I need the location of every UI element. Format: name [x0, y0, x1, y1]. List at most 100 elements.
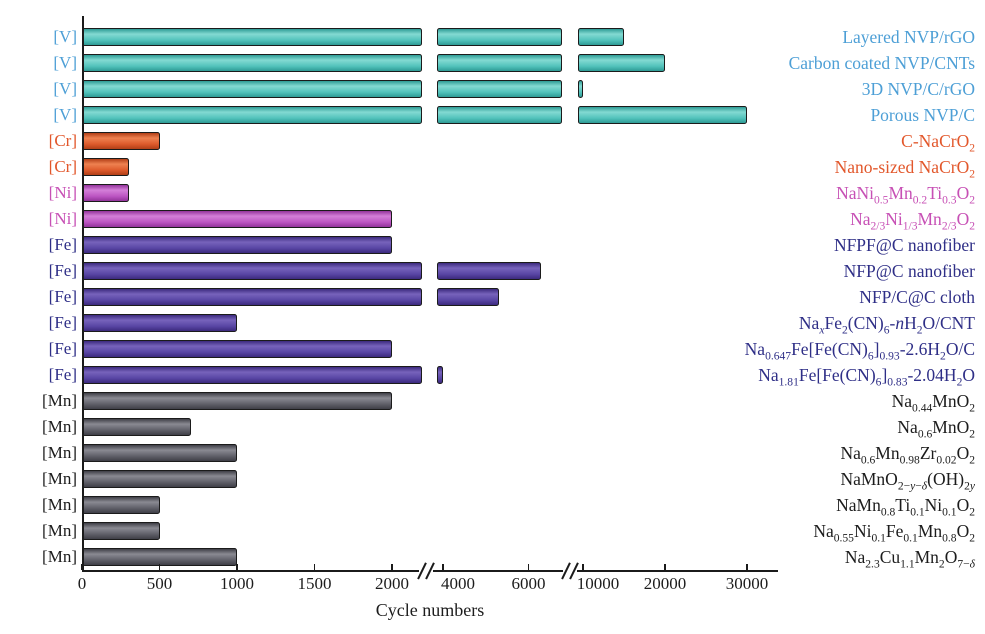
bar-segment [437, 262, 542, 280]
bar-segment [82, 340, 392, 358]
bar-segment [437, 54, 562, 72]
axis-tick [313, 564, 316, 570]
axis-tick [158, 564, 161, 570]
bar-segment [82, 314, 237, 332]
group-label: [Ni] [48, 183, 77, 202]
material-label: Layered NVP/rGO [842, 27, 975, 47]
tick-label: 20000 [643, 574, 687, 593]
material-label: NaxFe2(CN)6-nH2O/CNT [798, 313, 975, 337]
chart-row: [Mn] Na0.6Mn0.98Zr0.02O2 [0, 440, 985, 466]
axis-break-gap [563, 568, 577, 575]
group-label: [Mn] [42, 495, 77, 514]
material-label: Na0.55Ni0.1Fe0.1Mn0.8O2 [813, 521, 975, 545]
axis-break-mark [561, 562, 580, 580]
bar-segment [437, 80, 562, 98]
axis-tick [664, 564, 666, 570]
material-label: Na0.6Mn0.98Zr0.02O2 [840, 443, 975, 467]
tick-label: 1000 [220, 574, 254, 593]
bar-segment [82, 470, 237, 488]
group-label: [Mn] [42, 469, 77, 488]
group-label: [V] [53, 27, 77, 46]
tick-label: 4000 [441, 574, 475, 593]
chart-row: [Mn] NaMnO2−y−δ(OH)2y [0, 466, 985, 492]
group-label: [V] [53, 53, 77, 72]
material-label: Na0.6MnO2 [897, 417, 975, 441]
axis-tick [527, 564, 530, 570]
axis-tick [391, 564, 393, 570]
chart-row: [Mn] Na0.6MnO2 [0, 414, 985, 440]
material-label: C-NaCrO2 [901, 131, 975, 155]
axis-tick [582, 564, 584, 570]
group-label: [Fe] [48, 365, 77, 384]
chart-row: [Mn] Na0.44MnO2 [0, 388, 985, 414]
material-label: Nano-sized NaCrO2 [834, 157, 975, 181]
bar-segment [82, 522, 160, 540]
group-label: [Fe] [48, 339, 77, 358]
bar-segment [437, 366, 443, 384]
bar-segment [82, 80, 422, 98]
bar-segment [437, 28, 562, 46]
bar-segment [437, 106, 562, 124]
chart-row: [Mn] Na2.3Cu1.1Mn2O7−δ [0, 544, 985, 570]
chart-row: [V] 3D NVP/C/rGO [0, 76, 985, 102]
material-label: NaNi0.5Mn0.2Ti0.3O2 [836, 183, 975, 207]
material-label: NFP/C@C cloth [859, 287, 975, 307]
bar-segment [82, 106, 422, 124]
bar-segment [82, 132, 160, 150]
chart-row: [Cr] Nano-sized NaCrO2 [0, 154, 985, 180]
bar-segment [578, 28, 624, 46]
chart-row: [Fe] Na0.647Fe[Fe(CN)6]0.93-2.6H2O/C [0, 336, 985, 362]
tick-label: 6000 [511, 574, 546, 593]
bar-segment [82, 444, 237, 462]
bar-segment [82, 158, 129, 176]
tick-label: 30000 [725, 574, 769, 593]
chart-row: [Fe] NaxFe2(CN)6-nH2O/CNT [0, 310, 985, 336]
chart-row: [Mn] Na0.55Ni0.1Fe0.1Mn0.8O2 [0, 518, 985, 544]
group-label: [Mn] [42, 417, 77, 436]
bar-segment [82, 262, 422, 280]
chart-row: [Ni] NaNi0.5Mn0.2Ti0.3O2 [0, 180, 985, 206]
axis-break-gap [419, 568, 433, 575]
bar-segment [82, 210, 392, 228]
axis-tick [746, 564, 748, 570]
group-label: [Mn] [42, 443, 77, 462]
chart-row: [Fe] NFP@C nanofiber [0, 258, 985, 284]
material-label: NaMn0.8Ti0.1Ni0.1O2 [836, 495, 975, 519]
chart-row: [V] Porous NVP/C [0, 102, 985, 128]
chart-row: [Fe] Na1.81Fe[Fe(CN)6]0.83-2.04H2O [0, 362, 985, 388]
material-label: 3D NVP/C/rGO [861, 79, 975, 99]
bar-segment [578, 106, 747, 124]
material-label: Na0.44MnO2 [891, 391, 975, 415]
bar-segment [437, 288, 499, 306]
material-label: Na2.3Cu1.1Mn2O7−δ [844, 547, 975, 571]
tick-label: 0 [77, 574, 87, 593]
material-label: Porous NVP/C [870, 105, 975, 125]
y-axis-line [82, 16, 84, 571]
material-label: NFP@C nanofiber [843, 261, 975, 281]
axis-tick [236, 564, 238, 570]
group-label: [Fe] [48, 287, 77, 306]
chart-row: [Ni] Na2/3Ni1/3Mn2/3O2 [0, 206, 985, 232]
tick-label: 10000 [576, 574, 620, 593]
group-label: [Fe] [48, 261, 77, 280]
bar-segment [82, 28, 422, 46]
axis-tick [81, 564, 83, 570]
group-label: [Fe] [48, 235, 77, 254]
bar-segment [82, 288, 422, 306]
chart-row: [Mn] NaMn0.8Ti0.1Ni0.1O2 [0, 492, 985, 518]
group-label: [Fe] [48, 313, 77, 332]
chart-row: [Fe] NFP/C@C cloth [0, 284, 985, 310]
axis-break-mark [417, 562, 436, 580]
group-label: [Ni] [48, 209, 77, 228]
bar-segment [82, 392, 392, 410]
chart-row: [V] Layered NVP/rGO [0, 24, 985, 50]
bar-segment [578, 80, 583, 98]
material-label: NFPF@C nanofiber [833, 235, 975, 255]
bar-segment [578, 54, 665, 72]
group-label: [Mn] [42, 391, 77, 410]
chart-row: [Cr] C-NaCrO2 [0, 128, 985, 154]
material-label: Na0.647Fe[Fe(CN)6]0.93-2.6H2O/C [744, 339, 975, 363]
group-label: [Mn] [42, 521, 77, 540]
tick-label: 1500 [297, 574, 332, 593]
